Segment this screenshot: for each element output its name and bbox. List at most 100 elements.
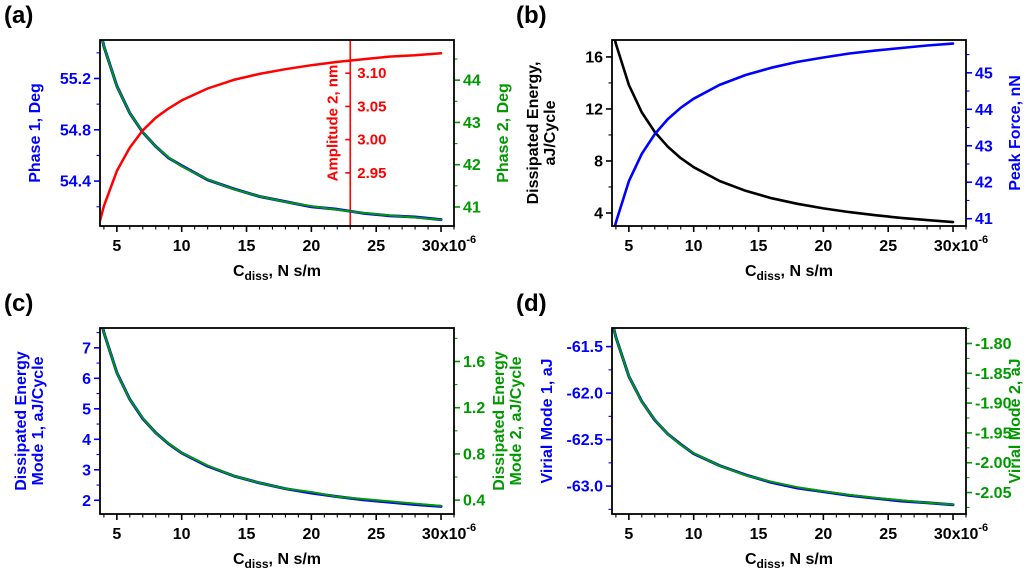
panel-c: (c) 5 10 15 20 25 30x10-6 Cdiss, N s/m 2 3 4 5 6 7 Di…	[0, 288, 525, 577]
y-axis-left: 4 8 12 16 Dissipated Energy,aJ/Cycle	[525, 49, 612, 222]
y-axis-left: 2 3 4 5 6 7 Dissipated EnergyMode 1, aJ/Cycle	[13, 332, 100, 510]
plot-frame	[99, 327, 455, 515]
y-tick-label: -62.5	[567, 432, 604, 449]
series-phase-1	[100, 40, 443, 222]
y-tick-label: 44	[975, 102, 993, 119]
y-tick-label: 0.4	[463, 493, 485, 510]
y-tick-label: 45	[975, 65, 993, 82]
x-axis-label: Cdiss, N s/m	[233, 551, 321, 571]
panel-d: (d) 5 10 15 20 25 30x10-6 Cdiss, N s/m -63.0 -62…	[512, 288, 1024, 577]
y-tick-label: 6	[82, 371, 91, 388]
x-tick-exponent-label: 30x10-6	[422, 522, 476, 543]
y-tick-label: 1.2	[463, 400, 485, 417]
y-tick-label: -1.85	[975, 366, 1012, 383]
y-tick-label: 7	[82, 340, 91, 357]
y-axis-right: 41 42 43 44 Phase 2, Deg	[454, 58, 512, 216]
x-tick-label: 15	[238, 238, 256, 255]
series-dissipated-energy	[613, 40, 955, 224]
y-tick-label: 42	[975, 175, 993, 192]
y-axis-label-inner: Amplitude 2, nm	[324, 65, 341, 182]
y-tick-label: 1.6	[463, 354, 485, 371]
x-tick-label: 5	[112, 526, 121, 543]
y-tick-label: 0.8	[463, 446, 485, 463]
y-axis-label-left: Dissipated EnergyMode 1, aJ/Cycle	[13, 351, 47, 491]
x-tick-label: 25	[367, 238, 385, 255]
y-tick-label: 54.4	[60, 174, 91, 191]
chart-svg-c: 5 10 15 20 25 30x10-6 Cdiss, N s/m 2 3 4 5 6 7 Dissip…	[13, 327, 525, 571]
inner-axis-tick-label: 3.10	[357, 65, 386, 82]
series-group	[101, 328, 443, 508]
y-tick-label: 43	[975, 138, 993, 155]
x-tick-label: 20	[302, 238, 320, 255]
series-phase-2	[101, 40, 442, 221]
inner-axis-tick-label: 2.95	[357, 165, 386, 182]
plot-frame	[611, 327, 967, 515]
series-dissipated-energy-mode-1	[101, 328, 443, 508]
series-virial-mode-1	[612, 328, 955, 507]
inner-axis-tick-label: 3.00	[357, 132, 386, 149]
series-group	[612, 328, 955, 507]
x-tick-label: 15	[750, 526, 768, 543]
x-tick-label: 5	[624, 238, 633, 255]
x-axis-label: Cdiss, N s/m	[745, 263, 833, 283]
y-tick-label: 54.8	[60, 122, 91, 139]
y-axis-label-right: Phase 2, Deg	[495, 83, 512, 183]
x-tick-exponent-label: 30x10-6	[934, 234, 988, 255]
y-tick-label: 41	[463, 199, 481, 216]
y-tick-label: 4	[594, 205, 603, 222]
y-tick-label: -1.80	[975, 336, 1012, 353]
x-tick-label: 10	[173, 238, 191, 255]
y-tick-label: -1.90	[975, 396, 1012, 413]
series-group	[613, 40, 955, 226]
y-axis-inner: 2.95 3.00 3.05 3.10 Amplitude 2, nm	[324, 40, 386, 226]
y-tick-label: 43	[463, 115, 481, 132]
panel-label-c: (c)	[4, 290, 34, 317]
y-axis-label-left: Phase 1, Deg	[27, 83, 44, 183]
y-tick-label: 2	[82, 493, 91, 510]
series-peak-force	[613, 42, 955, 226]
inner-axis-tick-label: 3.05	[357, 98, 386, 115]
y-tick-label: 16	[585, 49, 603, 66]
panel-a: (a) 5 10 15 20 25 30x10-6 Cdiss, N s/m 54.4 54.8…	[0, 0, 512, 288]
x-axis: 5 10 15 20 25 30x10-6 Cdiss, N s/m	[615, 226, 988, 283]
y-tick-label: -61.5	[567, 339, 604, 356]
y-tick-label: 41	[975, 211, 993, 228]
y-axis-label-right: Peak Force, nN	[1007, 75, 1024, 191]
y-tick-label: -63.0	[567, 479, 604, 496]
y-axis-label-left: Virial Mode 1, aJ	[539, 358, 556, 483]
x-tick-label: 10	[173, 526, 191, 543]
y-axis-label-left: Dissipated Energy,aJ/Cycle	[525, 62, 559, 205]
y-axis-label-right: Virial Mode 2, aJ	[1007, 358, 1024, 483]
x-tick-label: 20	[814, 526, 832, 543]
x-tick-label: 25	[367, 526, 385, 543]
x-tick-exponent-label: 30x10-6	[934, 522, 988, 543]
y-tick-label: 8	[594, 153, 603, 170]
x-axis-label: Cdiss, N s/m	[745, 551, 833, 571]
y-axis-right: 0.4 0.8 1.2 1.6 Dissipated EnergyMode 2, aJ/…	[454, 337, 525, 510]
panel-b: (b) 5 10 15 20 25 30x10-6 Cdiss, N s/m 4 8 12 16 Di…	[512, 0, 1024, 288]
plot-frame	[99, 39, 455, 227]
x-tick-label: 15	[238, 526, 256, 543]
y-tick-label: 4	[82, 432, 91, 449]
plot-frame	[611, 39, 967, 227]
y-tick-label: 55.2	[60, 71, 91, 88]
x-tick-label: 10	[685, 238, 703, 255]
series-dissipated-energy-mode-2	[101, 328, 442, 507]
y-tick-label: 42	[463, 157, 481, 174]
y-tick-label: 5	[82, 401, 91, 418]
y-axis-left: 54.4 54.8 55.2 Phase 1, Deg	[27, 52, 100, 208]
y-tick-label: -1.95	[975, 425, 1012, 442]
y-axis-right: 41 42 43 44 45 Peak Force, nN	[966, 54, 1024, 228]
x-tick-label: 20	[814, 238, 832, 255]
y-axis-left: -63.0 -62.5 -62.0 -61.5 Virial Mode 1, aJ	[539, 339, 612, 510]
series-amplitude-2	[100, 52, 443, 222]
x-tick-label: 5	[624, 526, 633, 543]
x-axis: 5 10 15 20 25 30x10-6 Cdiss, N s/m	[103, 514, 476, 571]
y-tick-label: -2.05	[975, 485, 1012, 502]
x-tick-label: 25	[879, 238, 897, 255]
chart-svg-a: 5 10 15 20 25 30x10-6 Cdiss, N s/m 54.4 54.8 55.2…	[27, 39, 512, 283]
y-tick-label: 44	[463, 73, 481, 90]
y-tick-label: -62.0	[567, 386, 604, 403]
